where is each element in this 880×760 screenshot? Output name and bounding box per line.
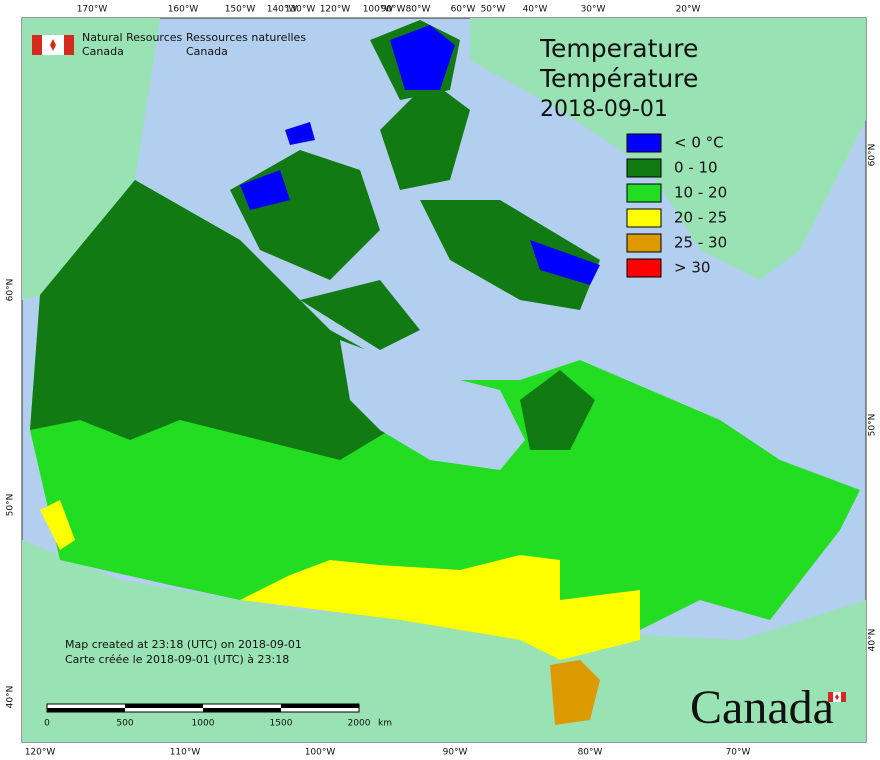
latitude-label: 50°N: [868, 414, 878, 437]
legend-swatch: [626, 158, 662, 178]
title: Temperature: [539, 34, 698, 63]
title: Température: [539, 64, 698, 93]
longitude-label: 110°W: [170, 748, 201, 758]
scale-labels: 0 500 1000 1500 2000 km: [44, 719, 392, 729]
legend-swatch: [626, 183, 662, 203]
agency-name: Ressources naturelles: [186, 31, 306, 44]
longitude-label: 100°W: [305, 748, 336, 758]
agency-name: Canada: [186, 45, 228, 58]
longitude-label: 30°W: [581, 5, 606, 15]
longitude-label: 80°W: [578, 748, 603, 758]
legend-label: < 0 °C: [674, 134, 724, 152]
credit: Carte créée le 2018-09-01 (UTC) à 23:18: [65, 653, 289, 666]
wordmark-flag: [828, 692, 846, 702]
latitude-label: 60°N: [868, 144, 878, 167]
legend: < 0 °C 0 - 10 10 - 20 20 - 25 25 - 30 > 30: [626, 133, 727, 278]
latitude-label: 40°N: [6, 686, 16, 709]
scale-label: 2000: [348, 719, 371, 729]
legend-swatch: [626, 233, 662, 253]
scale-label: 1500: [270, 719, 293, 729]
legend-label: 10 - 20: [674, 184, 727, 202]
scale-label: 1000: [192, 719, 215, 729]
longitude-label: 160°W: [168, 5, 199, 15]
longitude-label: 150°W: [225, 5, 256, 15]
latitude-label: 50°N: [6, 494, 16, 517]
date: 2018-09-01: [540, 97, 668, 122]
longitude-label: 170°W: [77, 5, 108, 15]
agency-name: Canada: [82, 45, 124, 58]
longitude-label: 70°W: [726, 748, 751, 758]
longitude-label: 40°W: [523, 5, 548, 15]
scale-bar: [46, 703, 360, 713]
credit: Map created at 23:18 (UTC) on 2018-09-01: [65, 638, 302, 651]
scale-label: 500: [116, 719, 133, 729]
longitude-label: 50°W: [481, 5, 506, 15]
wordmark: Canada: [690, 681, 834, 734]
longitude-label: 90°W: [381, 5, 406, 15]
legend-label: 25 - 30: [674, 234, 727, 252]
scale-unit: km: [378, 719, 392, 729]
legend-label: 20 - 25: [674, 209, 727, 227]
latitude-label: 60°N: [6, 279, 16, 302]
longitude-label: 20°W: [676, 5, 701, 15]
longitude-label: 60°W: [451, 5, 476, 15]
longitude-label: 120°W: [320, 5, 351, 15]
agency-name: Natural Resources: [82, 31, 183, 44]
scale-label: 0: [44, 719, 50, 729]
longitude-label: 100°W: [363, 5, 394, 15]
legend-label: 0 - 10: [674, 159, 718, 177]
legend-swatch: [626, 133, 662, 153]
nrcan-logo: [32, 35, 74, 55]
legend-label: > 30: [674, 259, 710, 277]
longitude-label: 90°W: [443, 748, 468, 758]
longitude-label: 80°W: [406, 5, 431, 15]
map-land: [22, 18, 866, 742]
longitude-label: 120°W: [25, 748, 56, 758]
legend-swatch: [626, 258, 662, 278]
longitude-label: 140°W: [267, 5, 298, 15]
legend-swatch: [626, 208, 662, 228]
longitude-label: 130°W: [285, 5, 316, 15]
latitude-label: 40°N: [868, 629, 878, 652]
